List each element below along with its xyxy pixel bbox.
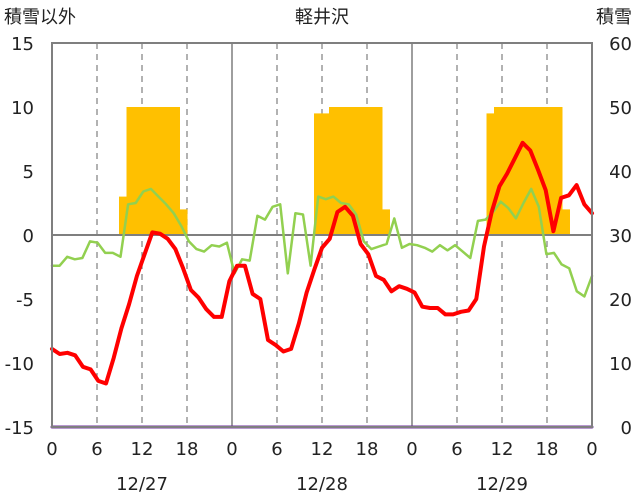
snow-depth-bar xyxy=(494,107,503,235)
right-tick-label: 60 xyxy=(609,34,632,55)
x-tick-label: 6 xyxy=(451,439,462,460)
x-tick-label: 6 xyxy=(91,439,102,460)
snow-depth-bar xyxy=(366,107,375,235)
snow-depth-bar xyxy=(179,209,188,235)
date-label: 12/28 xyxy=(296,474,348,495)
snow-depth-bar xyxy=(119,196,128,235)
snow-depth-bar xyxy=(126,107,135,235)
snow-depth-bar xyxy=(164,107,173,235)
snow-depth-bar xyxy=(381,209,390,235)
snow-depth-bars xyxy=(119,107,570,235)
left-tick-label: 10 xyxy=(11,98,34,119)
snow-depth-bar xyxy=(359,107,368,235)
snow-depth-bar xyxy=(134,107,143,235)
snow-depth-bar xyxy=(351,107,360,235)
snow-depth-bar xyxy=(314,113,323,235)
x-tick-label: 18 xyxy=(176,439,199,460)
right-axis-label: 積雪 xyxy=(596,7,632,28)
plot-frame xyxy=(51,42,593,428)
right-tick-label: 50 xyxy=(609,98,632,119)
chart-title: 軽井沢 xyxy=(295,7,349,28)
snow-depth-bar xyxy=(561,209,570,235)
snow-depth-bar xyxy=(321,113,330,235)
snow-depth-bar xyxy=(344,107,353,235)
left-tick-label: 0 xyxy=(23,226,34,247)
right-tick-label: 30 xyxy=(609,226,632,247)
snow-depth-bar xyxy=(539,107,548,235)
series-line xyxy=(50,140,594,386)
right-tick-label: 10 xyxy=(609,354,632,375)
left-tick-label: -5 xyxy=(16,290,34,311)
x-tick-label: 12 xyxy=(131,439,154,460)
snow-depth-bar xyxy=(374,107,383,235)
left-tick-label: 15 xyxy=(11,34,34,55)
snow-depth-bar xyxy=(156,107,165,235)
snow-depth-bar xyxy=(149,107,158,235)
snow-depth-bar xyxy=(171,107,180,235)
x-tick-label: 18 xyxy=(536,439,559,460)
x-tick-label: 6 xyxy=(271,439,282,460)
left-tick-label: 5 xyxy=(23,162,34,183)
snow-depth-bar xyxy=(336,107,345,235)
date-label: 12/29 xyxy=(476,474,528,495)
snow-depth-bar xyxy=(546,107,555,235)
left-tick-label: -10 xyxy=(5,354,34,375)
series-line xyxy=(50,187,594,298)
date-label: 12/27 xyxy=(116,474,168,495)
left-tick-label: -15 xyxy=(5,418,34,439)
snow-depth-bar xyxy=(141,107,150,235)
x-tick-label: 12 xyxy=(491,439,514,460)
snow-depth-bar xyxy=(486,113,495,235)
x-tick-label: 0 xyxy=(586,439,597,460)
x-tick-label: 12 xyxy=(311,439,334,460)
snow-depth-bar xyxy=(509,107,518,235)
snow-depth-bar xyxy=(524,107,533,235)
x-tick-label: 0 xyxy=(406,439,417,460)
snow-depth-bar xyxy=(329,107,338,235)
snow-depth-bar xyxy=(531,107,540,235)
x-tick-label: 0 xyxy=(46,439,57,460)
snow-depth-bar xyxy=(554,107,563,235)
x-tick-label: 0 xyxy=(226,439,237,460)
left-axis-label: 積雪以外 xyxy=(4,7,76,28)
snow-depth-bar xyxy=(501,107,510,235)
right-tick-label: 40 xyxy=(609,162,632,183)
snow-depth-bar xyxy=(516,107,525,235)
right-tick-label: 20 xyxy=(609,290,632,311)
right-tick-label: 0 xyxy=(621,418,632,439)
x-tick-label: 18 xyxy=(356,439,379,460)
